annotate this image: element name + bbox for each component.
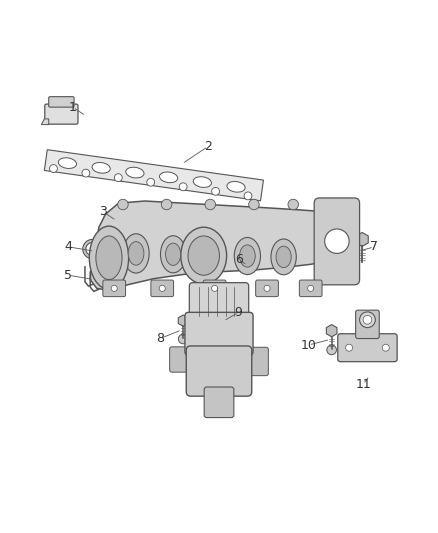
Ellipse shape bbox=[227, 181, 245, 192]
Ellipse shape bbox=[193, 177, 212, 188]
FancyBboxPatch shape bbox=[49, 96, 74, 107]
Ellipse shape bbox=[234, 238, 261, 274]
Text: 10: 10 bbox=[300, 338, 316, 352]
Text: 6: 6 bbox=[235, 254, 243, 266]
Circle shape bbox=[363, 316, 372, 324]
Text: 4: 4 bbox=[64, 240, 72, 253]
Ellipse shape bbox=[271, 239, 296, 275]
Circle shape bbox=[159, 285, 165, 292]
Circle shape bbox=[113, 224, 120, 232]
FancyBboxPatch shape bbox=[356, 310, 379, 338]
FancyBboxPatch shape bbox=[247, 348, 268, 376]
Ellipse shape bbox=[92, 163, 110, 173]
FancyBboxPatch shape bbox=[170, 347, 191, 372]
Circle shape bbox=[179, 183, 187, 191]
Ellipse shape bbox=[96, 236, 122, 280]
Circle shape bbox=[264, 285, 270, 292]
FancyBboxPatch shape bbox=[185, 312, 253, 355]
Circle shape bbox=[382, 344, 389, 351]
Polygon shape bbox=[41, 119, 49, 125]
Circle shape bbox=[112, 210, 121, 219]
Text: 7: 7 bbox=[370, 240, 378, 253]
Circle shape bbox=[147, 179, 155, 186]
Circle shape bbox=[212, 285, 218, 292]
FancyBboxPatch shape bbox=[151, 280, 173, 297]
Circle shape bbox=[307, 285, 314, 292]
Ellipse shape bbox=[276, 246, 291, 268]
Circle shape bbox=[249, 199, 259, 210]
Polygon shape bbox=[44, 150, 263, 201]
Ellipse shape bbox=[166, 243, 181, 265]
Polygon shape bbox=[90, 201, 352, 290]
FancyBboxPatch shape bbox=[189, 282, 249, 320]
Circle shape bbox=[161, 199, 172, 210]
Ellipse shape bbox=[188, 236, 219, 275]
FancyBboxPatch shape bbox=[45, 104, 78, 124]
FancyBboxPatch shape bbox=[314, 198, 360, 285]
Circle shape bbox=[118, 199, 128, 210]
Ellipse shape bbox=[128, 241, 144, 265]
FancyBboxPatch shape bbox=[338, 334, 397, 362]
Ellipse shape bbox=[181, 227, 226, 284]
Circle shape bbox=[205, 199, 215, 210]
Circle shape bbox=[346, 344, 353, 351]
Circle shape bbox=[111, 285, 117, 292]
Text: 2: 2 bbox=[204, 140, 212, 153]
Text: 11: 11 bbox=[355, 378, 371, 391]
Text: 5: 5 bbox=[64, 269, 72, 282]
Circle shape bbox=[327, 345, 336, 354]
Circle shape bbox=[49, 165, 57, 173]
Text: 9: 9 bbox=[235, 306, 243, 319]
Ellipse shape bbox=[123, 234, 149, 273]
Circle shape bbox=[82, 169, 90, 177]
FancyBboxPatch shape bbox=[256, 280, 279, 297]
Circle shape bbox=[288, 199, 298, 210]
Text: 8: 8 bbox=[156, 332, 164, 345]
FancyBboxPatch shape bbox=[186, 346, 252, 396]
Circle shape bbox=[244, 192, 252, 200]
Circle shape bbox=[360, 312, 375, 328]
Text: 1: 1 bbox=[69, 101, 77, 114]
Circle shape bbox=[114, 174, 122, 182]
Ellipse shape bbox=[89, 226, 129, 289]
Ellipse shape bbox=[126, 167, 144, 178]
Ellipse shape bbox=[58, 158, 77, 168]
Ellipse shape bbox=[240, 245, 255, 267]
FancyBboxPatch shape bbox=[203, 280, 226, 297]
Ellipse shape bbox=[159, 172, 178, 183]
Circle shape bbox=[212, 188, 219, 195]
Ellipse shape bbox=[160, 236, 186, 273]
FancyBboxPatch shape bbox=[103, 280, 126, 297]
Ellipse shape bbox=[197, 236, 222, 274]
Text: 3: 3 bbox=[99, 205, 107, 219]
FancyBboxPatch shape bbox=[299, 280, 322, 297]
Circle shape bbox=[325, 229, 349, 253]
Circle shape bbox=[178, 334, 188, 344]
Ellipse shape bbox=[202, 244, 217, 266]
FancyBboxPatch shape bbox=[204, 387, 234, 417]
